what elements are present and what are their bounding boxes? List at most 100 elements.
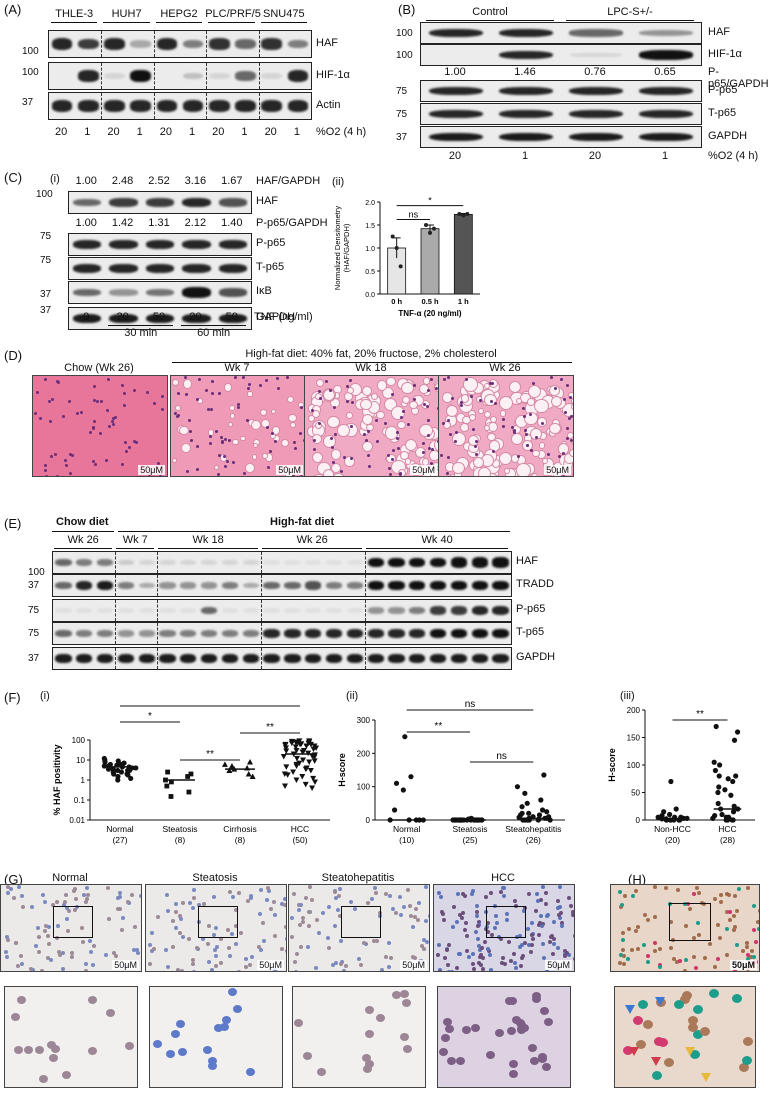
nucleus (111, 420, 115, 424)
data-point (711, 759, 717, 765)
nucleus (292, 959, 297, 964)
mw-marker: 75 (40, 231, 52, 242)
nucleus (358, 962, 363, 967)
sample-count: (50) (292, 835, 307, 845)
nucleus (429, 378, 433, 382)
nucleus (387, 453, 391, 457)
nucleus (338, 961, 343, 966)
cell-line-underline (51, 22, 98, 23)
lipid-droplet (346, 412, 354, 419)
nucleus (537, 932, 542, 937)
nucleus (189, 430, 193, 434)
zoom-nucleus (637, 1000, 648, 1010)
zoom-nucleus (652, 1070, 663, 1080)
nucleus (421, 946, 426, 951)
nucleus (548, 940, 553, 945)
nucleus (514, 903, 519, 908)
blot-band (221, 629, 239, 638)
nucleus (118, 895, 123, 900)
nucleus (479, 963, 484, 968)
nucleus (365, 900, 370, 905)
nucleus (451, 904, 456, 909)
nucleus (472, 966, 477, 971)
nucleus (445, 471, 449, 475)
nucleus (510, 425, 514, 429)
blot-band (242, 653, 259, 664)
zoom-nucleus (508, 1070, 518, 1079)
nucleus (290, 915, 295, 920)
nucleus (566, 952, 571, 957)
lipid-droplet (564, 453, 573, 464)
zoom-nucleus (438, 1047, 448, 1056)
nucleus (434, 386, 438, 390)
week-underline (262, 548, 363, 549)
data-point (125, 772, 131, 778)
nucleus (694, 966, 699, 971)
lipid-droplet (213, 464, 220, 471)
nucleus (317, 421, 321, 425)
nucleus (485, 947, 490, 952)
data-point (165, 769, 171, 775)
he-image: 50μM (170, 375, 306, 477)
lipid-droplet (250, 420, 261, 431)
o2-value: 20 (54, 126, 68, 138)
nucleus (352, 907, 357, 912)
nucleus (191, 896, 196, 901)
nucleus (195, 467, 199, 471)
ratio-value: 0.76 (584, 66, 606, 78)
data-point (292, 744, 299, 750)
zoom-nucleus (317, 1067, 327, 1076)
nucleus (460, 401, 464, 405)
nucleus (211, 895, 216, 900)
zoom-nucleus (456, 1056, 466, 1065)
ihc-zoom-image (4, 986, 138, 1088)
lipid-droplet (516, 463, 531, 476)
nucleus (560, 920, 565, 925)
data-point (306, 759, 313, 765)
nucleus (43, 928, 48, 933)
zoom-nucleus (445, 1025, 455, 1034)
nucleus (191, 969, 196, 971)
nucleus (626, 927, 631, 932)
nucleus (429, 462, 433, 466)
nucleus (745, 945, 750, 950)
nucleus (439, 895, 444, 900)
nucleus (688, 906, 693, 911)
nucleus (469, 892, 474, 897)
blot-band (450, 606, 468, 615)
nucleus (121, 383, 125, 387)
zoom-box (486, 906, 526, 938)
data-point (299, 773, 306, 780)
nucleus (243, 957, 248, 962)
nucleus (230, 894, 235, 899)
nucleus (306, 924, 311, 929)
mw-marker: 100 (396, 50, 413, 61)
blot-band (261, 100, 282, 112)
nucleus (11, 896, 16, 901)
nucleus (123, 404, 127, 408)
nucleus (427, 419, 431, 423)
nucleus (416, 918, 421, 923)
nucleus (266, 426, 270, 430)
panel-h: 50μM (600, 870, 772, 1096)
nucleus (157, 462, 161, 466)
blot-band (73, 313, 102, 324)
nucleus (375, 418, 379, 422)
nucleus (202, 901, 207, 906)
nucleus (312, 438, 316, 442)
nucleus (241, 376, 245, 380)
nucleus (275, 376, 279, 380)
nucleus (234, 923, 239, 928)
nucleus (526, 444, 529, 448)
nucleus (475, 452, 479, 456)
data-point (730, 817, 736, 823)
blot-band (180, 653, 197, 664)
nucleus (712, 964, 717, 969)
nucleus (17, 885, 22, 890)
nucleus (563, 410, 567, 414)
nucleus (451, 925, 456, 930)
y-tick-label: 300 (357, 716, 371, 725)
zoom-nucleus (471, 1024, 481, 1033)
lipid-droplet (207, 429, 215, 436)
nucleus (171, 919, 176, 924)
